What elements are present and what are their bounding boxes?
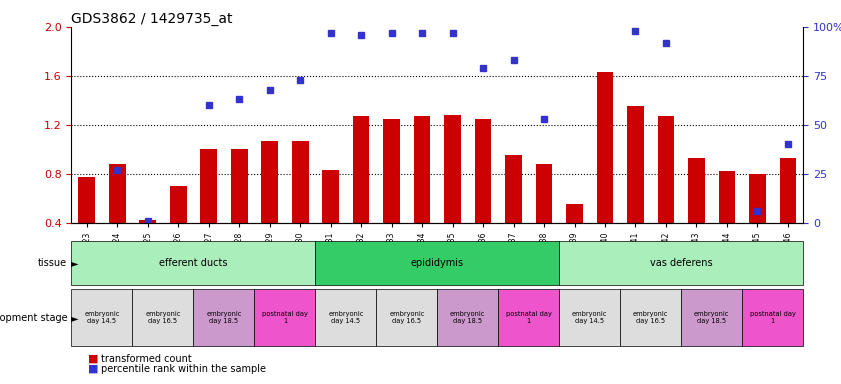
Text: embryonic
day 18.5: embryonic day 18.5 [206, 311, 241, 324]
Bar [414, 116, 431, 223]
Text: vas deferens: vas deferens [650, 258, 712, 268]
Text: percentile rank within the sample: percentile rank within the sample [101, 364, 266, 374]
Bar [749, 174, 766, 223]
Text: development stage: development stage [0, 313, 67, 323]
Bar [322, 170, 339, 223]
Bar [498, 289, 559, 346]
Bar [108, 164, 125, 223]
Bar [559, 241, 803, 285]
Bar [133, 289, 193, 346]
Text: embryonic
day 16.5: embryonic day 16.5 [389, 311, 425, 324]
Bar [315, 241, 559, 285]
Text: ■: ■ [88, 354, 98, 364]
Bar [262, 141, 278, 223]
Bar [620, 289, 681, 346]
Bar [658, 116, 674, 223]
Bar [71, 289, 133, 346]
Bar [505, 156, 522, 223]
Text: GDS3862 / 1429735_at: GDS3862 / 1429735_at [71, 12, 233, 26]
Bar [688, 158, 705, 223]
Text: embryonic
day 18.5: embryonic day 18.5 [694, 311, 729, 324]
Bar [566, 204, 583, 223]
Text: embryonic
day 14.5: embryonic day 14.5 [328, 311, 363, 324]
Bar [718, 171, 735, 223]
Text: postnatal day
1: postnatal day 1 [505, 311, 552, 324]
Bar [474, 119, 491, 223]
Text: embryonic
day 18.5: embryonic day 18.5 [450, 311, 485, 324]
Bar [193, 289, 254, 346]
Text: embryonic
day 16.5: embryonic day 16.5 [145, 311, 181, 324]
Bar [170, 186, 187, 223]
Bar [200, 149, 217, 223]
Text: postnatal day
1: postnatal day 1 [262, 311, 308, 324]
Text: embryonic
day 14.5: embryonic day 14.5 [572, 311, 607, 324]
Bar [383, 119, 400, 223]
Text: ■: ■ [88, 364, 98, 374]
Text: transformed count: transformed count [101, 354, 192, 364]
Bar [444, 115, 461, 223]
Bar [78, 177, 95, 223]
Bar [254, 289, 315, 346]
Bar [292, 141, 309, 223]
Bar [230, 149, 247, 223]
Text: tissue: tissue [38, 258, 67, 268]
Bar [437, 289, 498, 346]
Text: embryonic
day 14.5: embryonic day 14.5 [84, 311, 119, 324]
Bar [596, 72, 613, 223]
Bar [71, 241, 315, 285]
Bar [559, 289, 620, 346]
Text: efferent ducts: efferent ducts [159, 258, 228, 268]
Text: embryonic
day 16.5: embryonic day 16.5 [633, 311, 669, 324]
Bar [536, 164, 553, 223]
Text: ►: ► [71, 313, 78, 323]
Bar [352, 116, 369, 223]
Bar [140, 220, 156, 223]
Bar [742, 289, 803, 346]
Text: epididymis: epididymis [410, 258, 464, 268]
Bar [681, 289, 742, 346]
Bar [627, 106, 644, 223]
Text: postnatal day
1: postnatal day 1 [749, 311, 796, 324]
Bar [376, 289, 437, 346]
Text: ►: ► [71, 258, 78, 268]
Bar [315, 289, 376, 346]
Bar [780, 158, 796, 223]
